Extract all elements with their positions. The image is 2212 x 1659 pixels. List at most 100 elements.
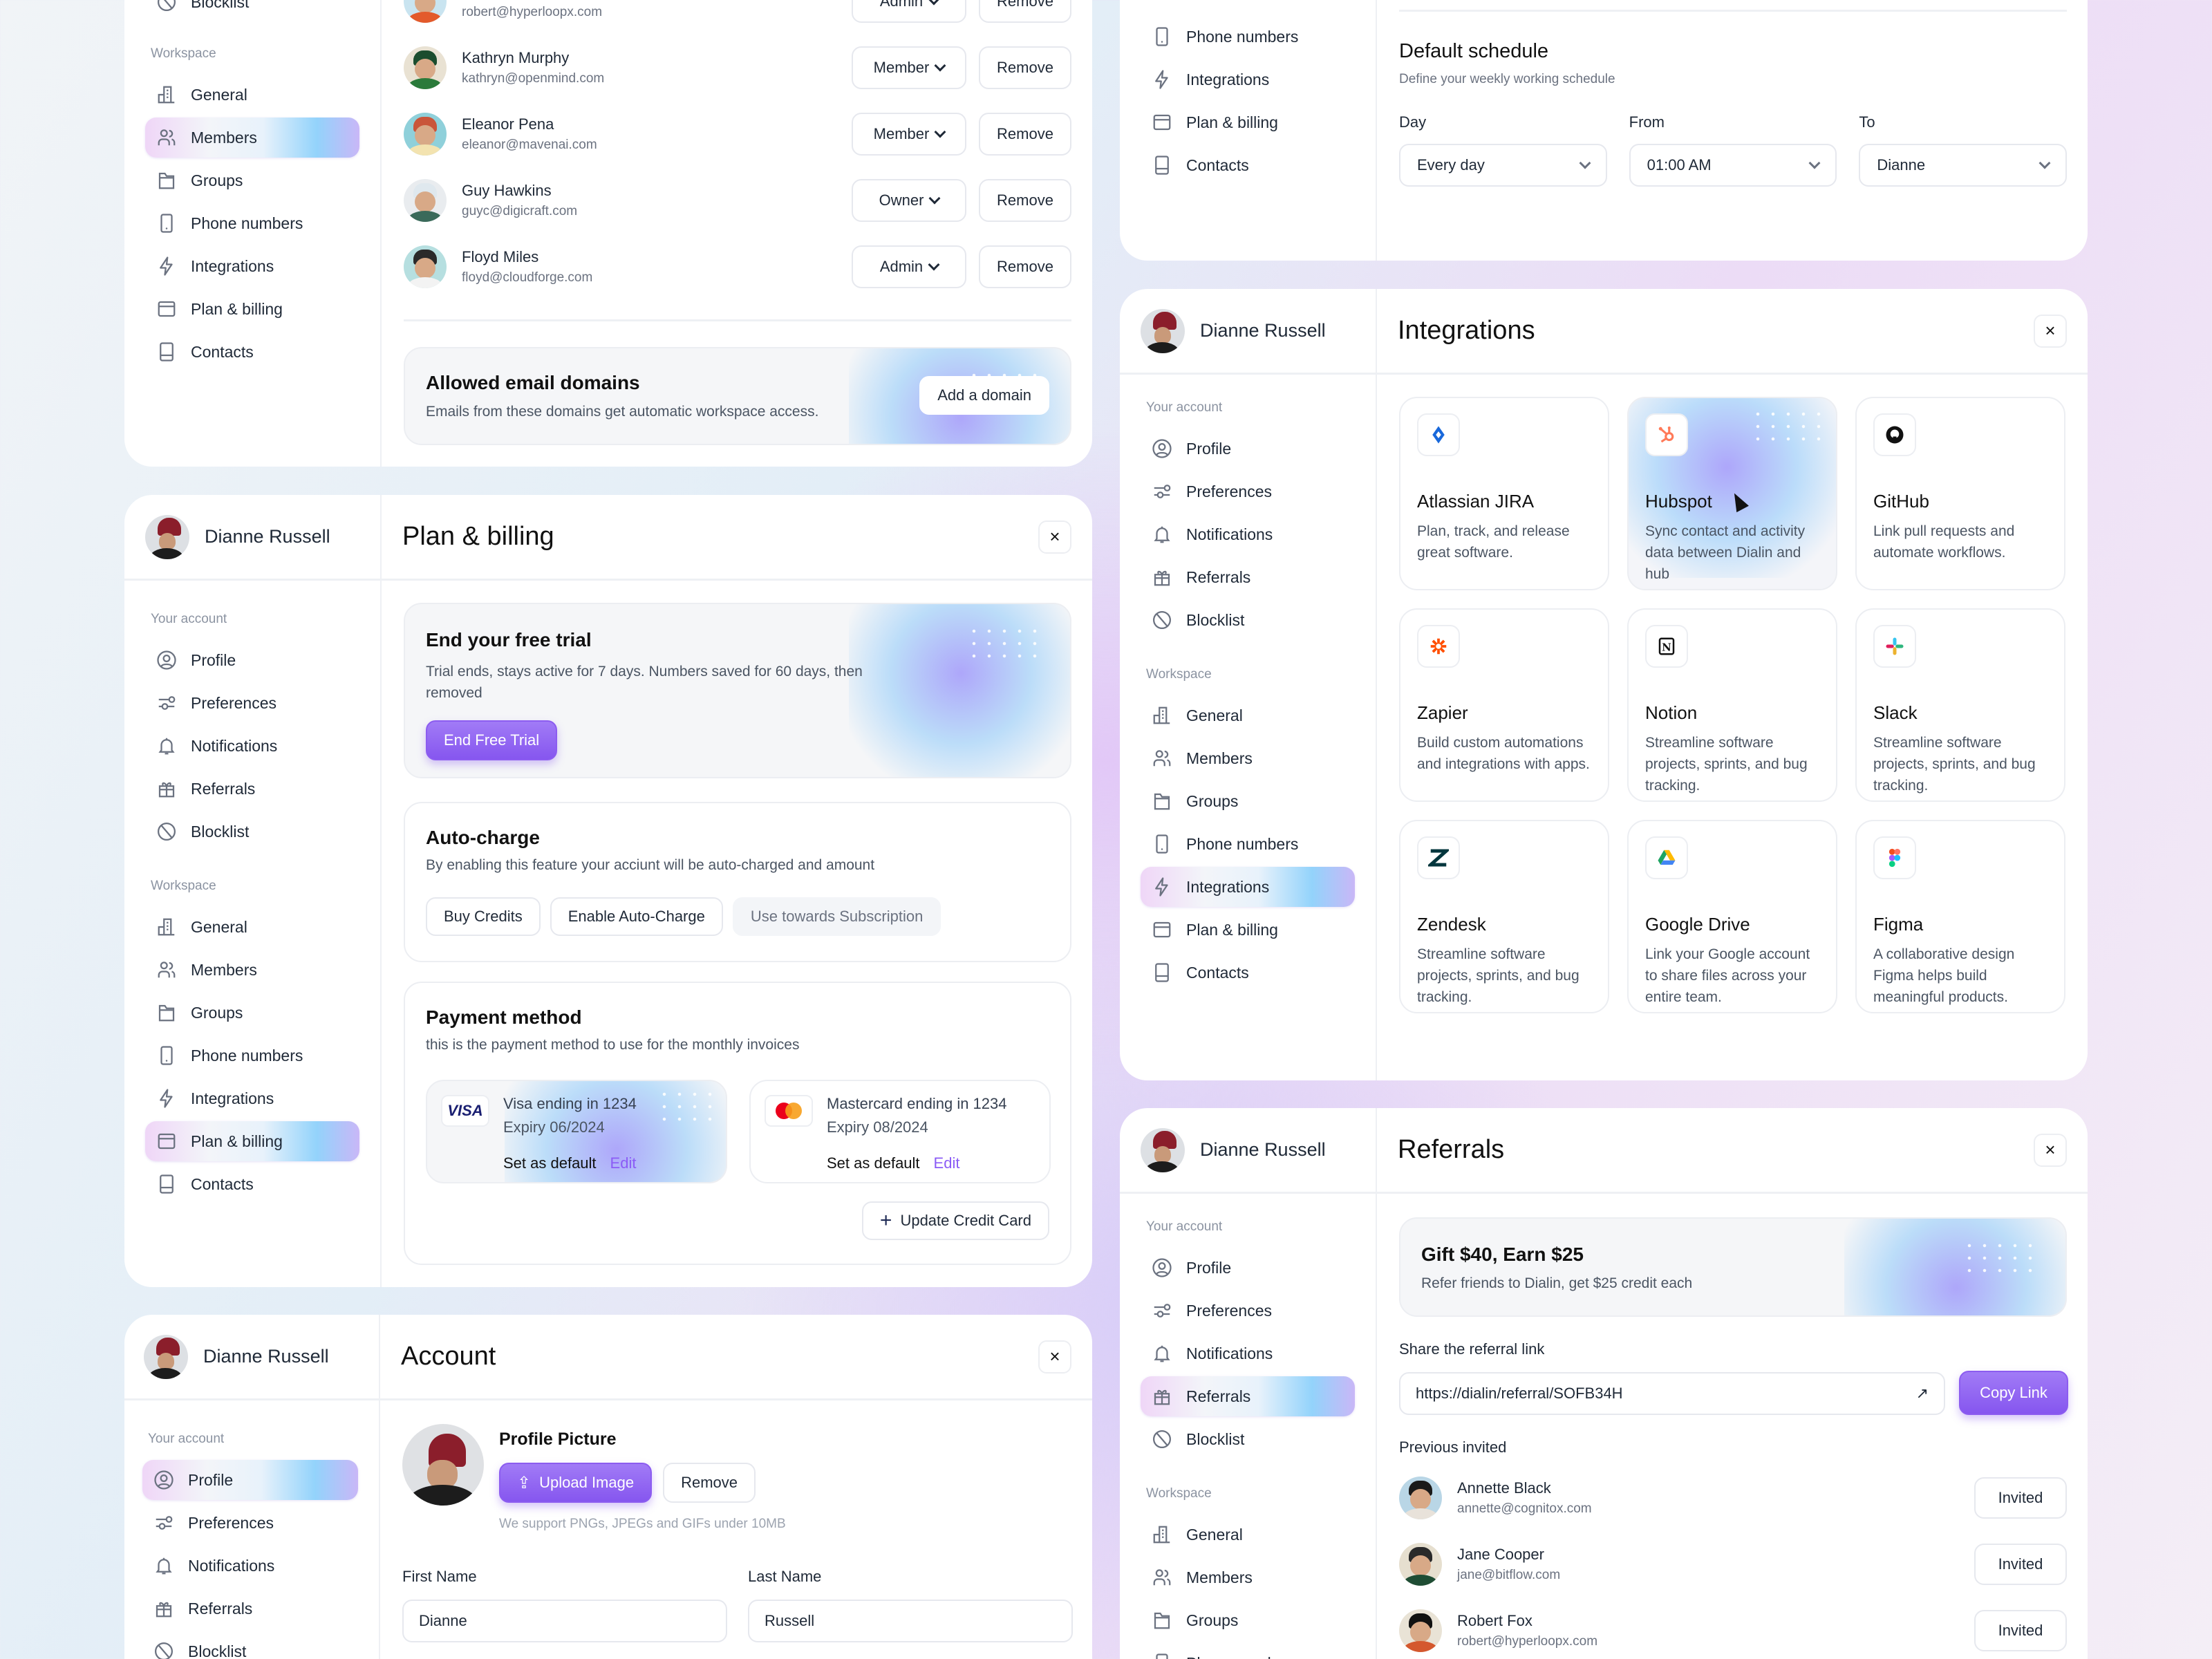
role-select[interactable]: Member <box>852 46 966 89</box>
sidebar-item-members[interactable]: Members <box>145 118 359 158</box>
remove-member-button[interactable]: Remove <box>979 245 1071 288</box>
sidebar-item-profile[interactable]: Profile <box>1141 429 1355 469</box>
add-domain-button[interactable]: Add a domain <box>919 376 1049 415</box>
integration-card-google-drive[interactable]: Google Drive Link your Google account to… <box>1627 820 1837 1013</box>
update-credit-card-button[interactable]: + Update Credit Card <box>861 1201 1049 1240</box>
sidebar-item-plan-billing[interactable]: Plan & billing <box>1141 102 1355 142</box>
remove-member-button[interactable]: Remove <box>979 46 1071 89</box>
sidebar-item-referrals[interactable]: Referrals <box>142 1588 358 1629</box>
invited-status-button[interactable]: Invited <box>1974 1544 2067 1585</box>
day-select[interactable]: Every day <box>1399 144 1607 187</box>
sidebar-item-phone-numbers[interactable]: Phone numbers <box>1141 17 1355 57</box>
sidebar-item-integrations[interactable]: Integrations <box>1141 867 1355 907</box>
sidebar-item-plan-billing[interactable]: Plan & billing <box>145 289 359 329</box>
sidebar-item-general[interactable]: General <box>1141 1515 1355 1555</box>
sidebar-item-integrations[interactable]: Integrations <box>145 246 359 286</box>
sidebar-item-referrals[interactable]: Referrals <box>145 769 359 809</box>
sidebar-item-notifications[interactable]: Notifications <box>145 726 359 766</box>
sidebar-item-general[interactable]: General <box>145 75 359 115</box>
buy-credits-button[interactable]: Buy Credits <box>426 897 541 936</box>
sidebar-item-integrations[interactable]: Integrations <box>1141 59 1355 100</box>
integration-card-github[interactable]: GitHub Link pull requests and automate w… <box>1855 397 2065 590</box>
close-button[interactable]: × <box>2034 314 2067 348</box>
sidebar-item-plan-billing[interactable]: Plan & billing <box>145 1121 359 1161</box>
role-select[interactable]: Owner <box>852 179 966 222</box>
sidebar-item-phone-numbers[interactable]: Phone numbers <box>1141 824 1355 864</box>
integration-card-hubspot[interactable]: Hubspot Sync contact and activity data b… <box>1627 397 1837 590</box>
sidebar-item-contacts[interactable]: Contacts <box>145 332 359 372</box>
close-button[interactable]: × <box>1038 520 1071 554</box>
integration-card-slack[interactable]: Slack Streamline software projects, spri… <box>1855 608 2065 802</box>
sidebar-item-blocklist[interactable]: Blocklist <box>1141 1419 1355 1459</box>
sidebar-item-profile[interactable]: Profile <box>145 640 359 680</box>
integration-card-atlassian-jira[interactable]: Atlassian JIRA Plan, track, and release … <box>1399 397 1609 590</box>
sidebar-item-profile[interactable]: Profile <box>142 1460 358 1500</box>
sidebar-item-preferences[interactable]: Preferences <box>142 1503 358 1543</box>
from-select[interactable]: 01:00 AM <box>1629 144 1837 187</box>
sidebar-item-blocklist[interactable]: Blocklist <box>142 1631 358 1659</box>
sidebar-item-contacts[interactable]: Contacts <box>1141 953 1355 993</box>
invited-status-button[interactable]: Invited <box>1974 1477 2067 1519</box>
edit-link[interactable]: Edit <box>610 1154 637 1172</box>
enable-auto-charge-button[interactable]: Enable Auto-Charge <box>550 897 723 936</box>
sidebar-item-preferences[interactable]: Preferences <box>1141 1291 1355 1331</box>
sidebar-item-groups[interactable]: Groups <box>145 993 359 1033</box>
first-name-input[interactable]: Dianne <box>402 1600 727 1642</box>
edit-link[interactable]: Edit <box>933 1154 960 1172</box>
invited-status-button[interactable]: Invited <box>1974 1610 2067 1651</box>
role-select[interactable]: Admin <box>852 0 966 23</box>
sidebar-item-blocklist[interactable]: Blocklist <box>145 812 359 852</box>
sidebar-item-preferences[interactable]: Preferences <box>1141 471 1355 512</box>
sidebar-item-contacts[interactable]: Contacts <box>145 1164 359 1204</box>
sidebar-item-groups[interactable]: Groups <box>1141 1600 1355 1640</box>
sidebar-item-phone-numbers[interactable]: Phone numbers <box>145 203 359 243</box>
end-free-trial-button[interactable]: End Free Trial <box>426 720 558 760</box>
sidebar-item-referrals[interactable]: Referrals <box>1141 557 1355 597</box>
role-select[interactable]: Member <box>852 113 966 156</box>
sidebar-item-blocklist[interactable]: Blocklist <box>1141 600 1355 640</box>
sidebar-item-general[interactable]: General <box>1141 695 1355 735</box>
sidebar-item-plan-billing[interactable]: Plan & billing <box>1141 910 1355 950</box>
remove-member-button[interactable]: Remove <box>979 0 1071 23</box>
sidebar-item-preferences[interactable]: Preferences <box>145 683 359 723</box>
close-button[interactable]: × <box>1038 1340 1071 1374</box>
sidebar-item-integrations[interactable]: Integrations <box>145 1078 359 1118</box>
member-email: guyc@digicraft.com <box>462 204 578 218</box>
integration-card-notion[interactable]: N Notion Streamline software projects, s… <box>1627 608 1837 802</box>
sidebar-item-profile[interactable]: Profile <box>1141 1248 1355 1288</box>
use-towards-subscription-button[interactable]: Use towards Subscription <box>732 897 941 936</box>
role-select[interactable]: Admin <box>852 245 966 288</box>
remove-member-button[interactable]: Remove <box>979 179 1071 222</box>
sidebar-item-members[interactable]: Members <box>1141 738 1355 778</box>
set-default-link[interactable]: Set as default <box>503 1154 597 1172</box>
integration-card-figma[interactable]: Figma A collaborative design Figma helps… <box>1855 820 2065 1013</box>
remove-member-button[interactable]: Remove <box>979 113 1071 156</box>
integration-card-zapier[interactable]: Zapier Build custom automations and inte… <box>1399 608 1609 802</box>
sidebar-item-members[interactable]: Members <box>1141 1557 1355 1597</box>
sidebar-item-referrals[interactable]: Referrals <box>1141 1376 1355 1416</box>
referral-link-input[interactable]: https://dialin/referral/SOFB34H ↗ <box>1399 1372 1945 1415</box>
to-select[interactable]: Dianne <box>1859 144 2068 187</box>
external-link-icon[interactable]: ↗ <box>1915 1385 1929 1402</box>
copy-link-button[interactable]: Copy Link <box>1959 1371 2068 1415</box>
visa-card[interactable]: VISA Visa ending in 1234 Expiry 06/2024 … <box>426 1080 727 1183</box>
sidebar-item-members[interactable]: Members <box>145 950 359 990</box>
sidebar-item-contacts[interactable]: Contacts <box>1141 145 1355 185</box>
sidebar-item-phone-numbers[interactable]: Phone numbers <box>145 1035 359 1076</box>
close-button[interactable]: × <box>2034 1133 2067 1167</box>
sidebar-item-notifications[interactable]: Notifications <box>142 1546 358 1586</box>
integration-card-zendesk[interactable]: Zendesk Streamline software projects, sp… <box>1399 820 1609 1013</box>
set-default-link[interactable]: Set as default <box>827 1154 920 1172</box>
sidebar-item-groups[interactable]: Groups <box>145 160 359 200</box>
sidebar-item-general[interactable]: General <box>145 907 359 947</box>
sidebar-item-blocklist[interactable]: Blocklist <box>145 0 359 22</box>
sidebar-item-phone-numbers[interactable]: Phone numbers <box>1141 1643 1355 1659</box>
sidebar-nav: Your account Profile Preferences Notific… <box>124 1400 379 1659</box>
mastercard-card[interactable]: Mastercard ending in 1234 Expiry 08/2024… <box>749 1080 1051 1183</box>
last-name-input[interactable]: Russell <box>748 1600 1073 1642</box>
sidebar-item-notifications[interactable]: Notifications <box>1141 1333 1355 1374</box>
sidebar-item-notifications[interactable]: Notifications <box>1141 514 1355 554</box>
sidebar-item-groups[interactable]: Groups <box>1141 781 1355 821</box>
upload-image-button[interactable]: ⇪ Upload Image <box>499 1463 653 1503</box>
remove-photo-button[interactable]: Remove <box>663 1463 756 1503</box>
